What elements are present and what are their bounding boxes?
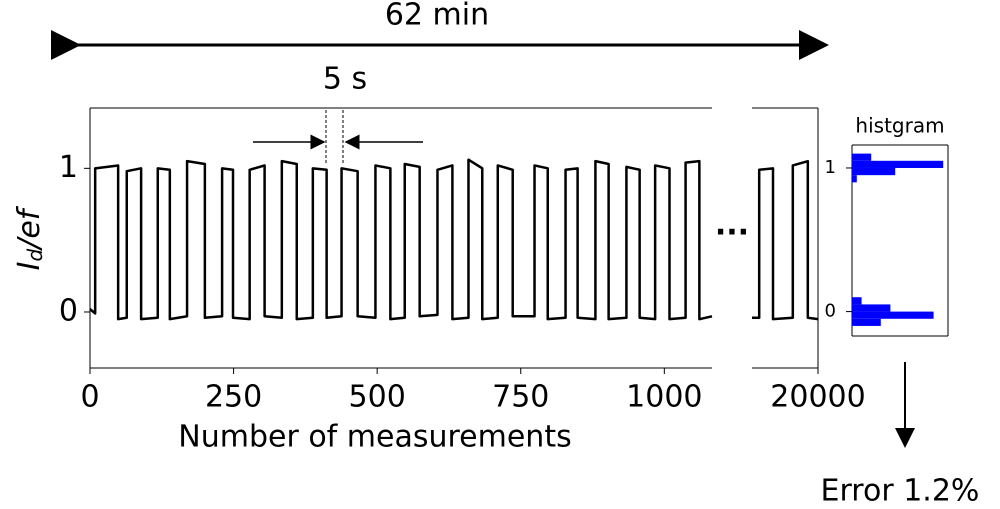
duration-label: 62 min xyxy=(385,0,489,33)
y-axis-label: Id/ef xyxy=(12,205,47,270)
hist-bar xyxy=(852,160,944,168)
y-tick-label: 0 xyxy=(59,293,78,328)
y-label-sub: d xyxy=(23,248,47,261)
hist-bar xyxy=(852,311,934,319)
hist-bar xyxy=(852,167,896,176)
trace xyxy=(752,159,819,321)
trace xyxy=(89,158,713,321)
x-tick-label: 20000 xyxy=(770,380,865,415)
y-tick-label: 1 xyxy=(59,150,78,185)
x-tick-label: 500 xyxy=(349,380,406,415)
interval-label: 5 s xyxy=(323,62,367,97)
error-label: Error 1.2% xyxy=(821,474,980,509)
hist-bar xyxy=(852,297,862,305)
hist-bar xyxy=(852,318,881,326)
y-tick-label: 0 xyxy=(825,301,836,322)
ellipsis: ... xyxy=(715,208,749,243)
x-tick-label: 250 xyxy=(205,380,262,415)
hist-bar xyxy=(852,153,872,161)
histogram-title: histgram xyxy=(855,114,944,138)
x-axis-label: Number of measurements xyxy=(178,420,571,455)
y-label-part: /ef xyxy=(12,205,47,252)
y-label-part: I xyxy=(12,261,47,270)
hist-bar xyxy=(852,175,857,183)
y-tick-label: 1 xyxy=(825,157,836,178)
x-tick-label: 0 xyxy=(80,380,99,415)
x-tick-label: 1000 xyxy=(626,380,702,415)
x-tick-label: 750 xyxy=(492,380,549,415)
hist-bar xyxy=(852,304,891,312)
